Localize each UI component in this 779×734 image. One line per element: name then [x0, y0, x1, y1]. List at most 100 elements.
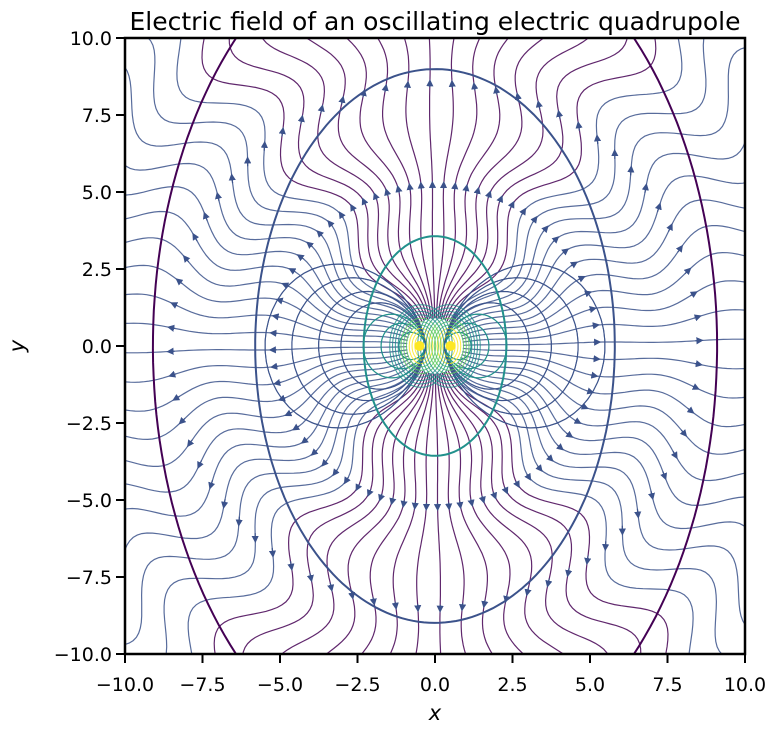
- streamline: [125, 66, 417, 327]
- streamline-arrow: [378, 493, 385, 502]
- streamline-arrow: [513, 480, 520, 489]
- core-loop: [439, 331, 459, 361]
- streamline-arrow: [686, 406, 695, 414]
- streamline: [125, 322, 408, 345]
- streamline-arrow: [361, 197, 369, 206]
- streamline-arrow: [310, 448, 319, 456]
- streamline: [462, 309, 745, 343]
- streamline-arrow: [524, 472, 532, 481]
- streamline: [125, 366, 418, 646]
- near-field-loop: [443, 263, 606, 429]
- streamline: [403, 38, 434, 319]
- x-tick-label: 2.5: [497, 674, 527, 696]
- x-tick-label: 5.0: [575, 674, 605, 696]
- streamline: [450, 38, 707, 324]
- near-field-loop: [264, 263, 427, 429]
- core-loop: [403, 321, 439, 371]
- streamline: [442, 38, 589, 320]
- streamline: [445, 371, 642, 654]
- streamline-arrow: [167, 324, 176, 332]
- streamline: [447, 370, 669, 654]
- streamline-arrow: [546, 454, 554, 462]
- streamline: [242, 371, 426, 654]
- streamline-arrow: [192, 232, 200, 242]
- streamline-arrow: [556, 109, 564, 120]
- streamline-arrow: [694, 360, 703, 368]
- y-tick-label: 7.5: [82, 105, 112, 127]
- y-tick-label: −2.5: [66, 413, 112, 435]
- streamline-arrow: [584, 555, 592, 566]
- x-tick-label: −7.5: [179, 674, 225, 696]
- y-axis-ticks: −10.0 −7.5 −5.0 −2.5 0.0 2.5 5.0 7.5 10.0: [54, 28, 125, 666]
- streamline-arrow: [168, 370, 177, 378]
- streamline-arrow: [530, 215, 538, 224]
- streamline: [457, 361, 745, 507]
- core-loop: [411, 331, 431, 361]
- streamline: [389, 373, 433, 654]
- streamline-arrow: [172, 393, 181, 401]
- streamline-arrow: [541, 225, 549, 234]
- streamline-arrow: [467, 498, 475, 508]
- streamline-arrow: [270, 362, 279, 370]
- streamline: [428, 38, 436, 319]
- streamline-arrow: [292, 423, 301, 431]
- streamline-arrow: [197, 460, 204, 470]
- streamline: [125, 352, 409, 412]
- x-tick-label: −5.0: [257, 674, 303, 696]
- streamline: [439, 38, 510, 319]
- streamline-arrow: [666, 222, 673, 232]
- streamline-arrow: [535, 464, 543, 473]
- streamline: [125, 162, 415, 328]
- streamline: [460, 356, 745, 455]
- streamline-arrow: [641, 183, 649, 194]
- streamline-arrow: [327, 219, 335, 228]
- streamline-arrow: [586, 387, 595, 395]
- streamline-arrow: [561, 248, 570, 256]
- streamline-arrow: [471, 82, 479, 91]
- streamline-arrow: [406, 182, 414, 191]
- streamline: [452, 46, 745, 326]
- core-loop: [425, 314, 473, 378]
- streamline-arrow: [478, 495, 486, 504]
- x-tick-label: 10.0: [724, 674, 766, 696]
- streamline-arrow: [593, 134, 602, 145]
- streamline: [436, 373, 467, 654]
- streamline-arrow: [306, 241, 314, 249]
- streamline: [451, 367, 723, 654]
- streamline-arrow: [316, 230, 324, 238]
- streamline-arrow: [343, 476, 351, 485]
- core-loop: [397, 314, 445, 378]
- streamline-arrow: [235, 516, 243, 527]
- y-tick-label: −7.5: [66, 567, 112, 589]
- streamline: [448, 38, 683, 323]
- streamline-arrow: [321, 458, 329, 467]
- streamline-arrow: [391, 601, 399, 610]
- charge-point: [445, 341, 456, 351]
- streamline-arrow: [271, 313, 280, 321]
- streamline-arrow: [187, 439, 195, 448]
- streamline-arrow: [670, 450, 678, 460]
- streamline-arrow: [473, 186, 481, 195]
- streamline-arrow: [507, 200, 515, 209]
- streamline-arrow: [485, 190, 492, 199]
- y-tick-label: 0.0: [82, 336, 112, 358]
- streamline-arrow: [208, 480, 216, 490]
- streamline-arrow: [395, 184, 403, 194]
- streamline: [458, 199, 745, 332]
- core-loop: [431, 321, 467, 371]
- streamline: [125, 365, 416, 552]
- streamline: [201, 38, 423, 322]
- streamline: [360, 373, 431, 654]
- streamline: [345, 38, 431, 319]
- streamline-arrow: [493, 86, 501, 95]
- charge-point: [414, 341, 425, 351]
- streamline-arrow: [660, 471, 668, 481]
- streamline: [125, 237, 410, 336]
- streamline-arrow: [182, 255, 191, 263]
- x-tick-label: −2.5: [334, 674, 380, 696]
- streamline-arrow: [338, 211, 346, 220]
- streamline-arrow: [332, 468, 340, 477]
- streamline: [434, 373, 442, 654]
- streamline-arrow: [524, 587, 532, 597]
